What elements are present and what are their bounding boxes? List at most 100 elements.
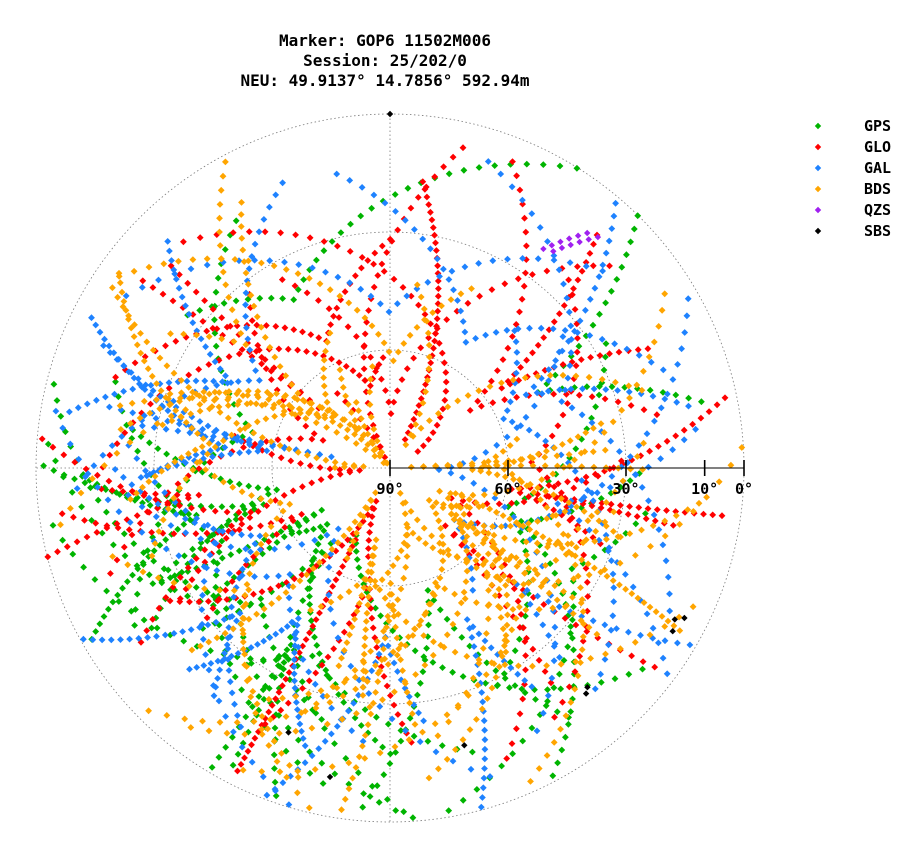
point-gps: [573, 164, 581, 172]
point-glo: [653, 411, 661, 419]
point-bds: [312, 419, 320, 427]
point-glo: [597, 504, 605, 512]
point-gps: [266, 544, 274, 552]
point-gal: [348, 727, 356, 735]
point-gps: [225, 517, 233, 525]
point-glo: [234, 767, 241, 775]
point-bds: [318, 404, 326, 412]
point-bds: [239, 392, 247, 399]
point-bds: [348, 409, 355, 416]
point-gps: [140, 561, 147, 568]
point-gps: [445, 170, 453, 178]
point-gps: [392, 807, 400, 814]
point-bds: [496, 663, 503, 671]
point-gal: [191, 519, 199, 527]
point-glo: [382, 387, 389, 394]
point-gal: [186, 665, 193, 673]
point-gal: [605, 641, 612, 649]
point-bds: [167, 412, 175, 420]
point-bds: [518, 478, 525, 486]
point-bds: [271, 413, 278, 420]
point-gps: [171, 586, 178, 594]
point-bds: [421, 611, 429, 619]
point-bds: [279, 694, 286, 702]
point-glo: [532, 370, 540, 377]
point-gps: [627, 238, 634, 246]
point-glo: [517, 364, 524, 371]
point-bds: [131, 321, 138, 329]
point-bds: [275, 398, 283, 406]
point-gps: [501, 674, 509, 682]
point-gal: [206, 350, 214, 358]
point-glo: [334, 242, 341, 250]
point-gal: [185, 310, 193, 318]
point-bds: [236, 426, 244, 434]
point-glo: [346, 248, 354, 255]
point-gps: [483, 659, 491, 667]
point-bds: [177, 377, 185, 384]
point-gps: [511, 647, 519, 655]
point-qzs: [574, 232, 582, 239]
point-gal: [666, 607, 674, 615]
point-gps: [146, 501, 154, 509]
point-bds: [664, 617, 672, 625]
point-glo: [651, 663, 659, 671]
point-bds: [371, 577, 379, 585]
point-gal: [508, 418, 516, 426]
point-bds: [266, 716, 274, 723]
point-bds: [162, 394, 170, 401]
point-bds: [578, 463, 586, 471]
point-gal: [522, 391, 530, 399]
point-gal: [567, 385, 575, 393]
point-bds: [640, 439, 647, 447]
point-bds: [364, 505, 371, 512]
point-glo: [291, 282, 299, 290]
point-glo: [568, 514, 576, 522]
point-bds: [459, 736, 467, 744]
point-bds: [296, 577, 304, 585]
point-glo: [248, 317, 256, 324]
point-gal: [507, 664, 515, 672]
point-gps: [617, 483, 624, 491]
point-glo: [594, 472, 602, 480]
point-gps: [564, 643, 572, 651]
point-glo: [521, 681, 528, 688]
point-gal: [649, 392, 657, 400]
point-gal: [249, 357, 256, 364]
point-gps: [101, 484, 108, 492]
point-glo: [192, 555, 200, 562]
point-gps: [611, 675, 619, 683]
point-gal: [183, 377, 191, 385]
point-glo: [518, 295, 526, 303]
point-bds: [411, 721, 419, 728]
point-bds: [676, 520, 683, 528]
legend-marker: [814, 185, 822, 193]
point-gal: [130, 374, 138, 382]
point-glo: [184, 279, 192, 287]
point-glo: [427, 208, 434, 216]
point-bds: [216, 586, 223, 594]
point-gal: [239, 565, 246, 573]
point-bds: [389, 562, 397, 570]
point-glo: [294, 346, 301, 354]
point-gal: [486, 773, 494, 780]
point-bds: [250, 718, 258, 725]
point-bds: [349, 537, 357, 545]
elevation-tick-label: 0°: [735, 480, 753, 498]
point-bds: [77, 489, 85, 497]
point-bds: [603, 535, 610, 543]
point-gal: [293, 621, 301, 629]
point-glo: [525, 493, 533, 501]
point-bds: [218, 255, 225, 263]
point-gps: [185, 510, 193, 518]
point-gps: [262, 623, 270, 630]
point-gal: [481, 745, 489, 753]
point-glo: [302, 636, 310, 643]
point-bds: [559, 441, 566, 448]
point-gal: [178, 293, 186, 301]
point-gal: [230, 593, 238, 601]
point-gps: [226, 231, 234, 239]
point-gal: [328, 704, 335, 712]
point-bds: [602, 499, 610, 506]
point-bds: [616, 559, 624, 567]
